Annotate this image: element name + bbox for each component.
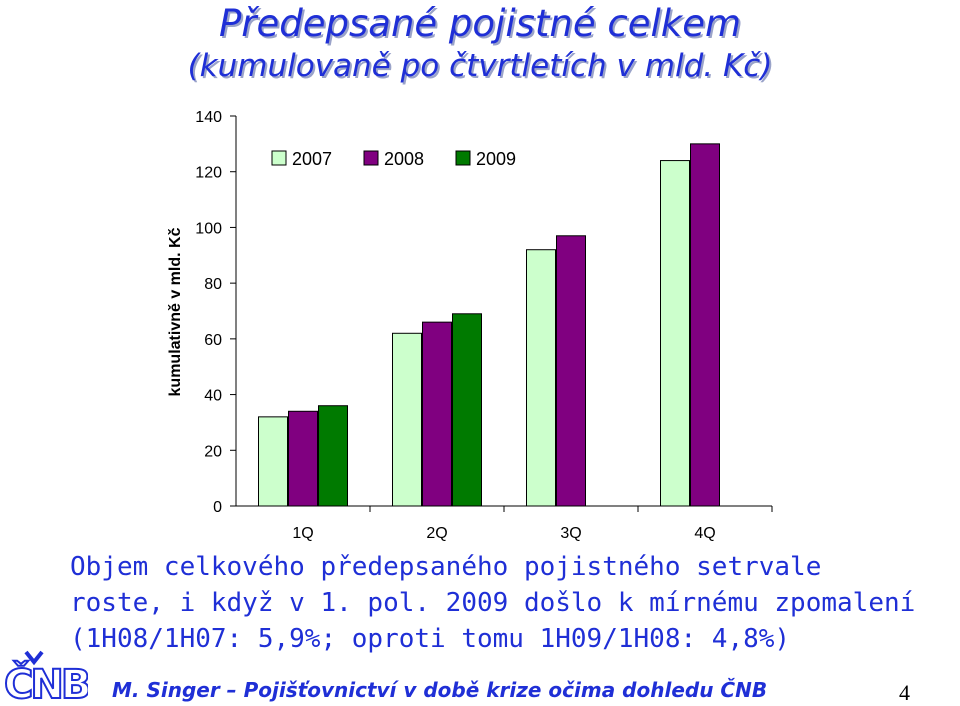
bar-2008-3Q (556, 235, 586, 507)
slide-subtitle: (kumulovaně po čtvrtletích v mld. Kč) (187, 48, 773, 84)
svg-text:ČNB: ČNB (4, 660, 88, 702)
y-tick-label: 60 (204, 332, 222, 349)
legend-label-2009: 2009 (476, 149, 516, 169)
bar-2009-2Q (452, 313, 482, 507)
y-tick-label: 40 (204, 388, 222, 405)
y-tick-label: 0 (213, 499, 222, 516)
y-tick-label: 120 (195, 165, 222, 182)
description-line-2: roste, i když v 1. pol. 2009 došlo k mír… (70, 588, 916, 618)
y-axis-label: kumulativně v mld. Kč (167, 227, 184, 396)
y-tick-label: 100 (195, 220, 222, 237)
x-tick-label: 2Q (426, 525, 447, 542)
bar-2007-4Q (660, 160, 690, 507)
legend-swatch-2007 (271, 150, 287, 166)
x-tick-label: 4Q (694, 525, 715, 542)
bar-2008-2Q (422, 321, 452, 507)
y-tick-label: 20 (204, 443, 222, 460)
legend-swatch-2009 (455, 150, 471, 166)
slide-title: Předepsané pojistné celkem (218, 2, 741, 45)
y-tick-label: 140 (195, 109, 222, 126)
bar-2007-3Q (526, 249, 556, 507)
legend-label-2008: 2008 (384, 149, 424, 169)
x-tick-label: 1Q (292, 525, 313, 542)
footer-text: M. Singer – Pojišťovnictví v době krize … (112, 678, 768, 702)
bar-2008-1Q (288, 410, 318, 507)
y-tick-label: 80 (204, 276, 222, 293)
description-text: Objem celkového předepsaného pojistného … (70, 549, 915, 657)
bar-2007-1Q (258, 416, 288, 507)
bar-2008-4Q (690, 143, 720, 507)
description-line-1: Objem celkového předepsaného pojistného … (70, 552, 822, 582)
cnb-logo: ČNB (3, 648, 93, 706)
bar-2007-2Q (392, 332, 422, 507)
bar-2009-1Q (318, 405, 348, 507)
legend-label-2007: 2007 (292, 149, 332, 169)
legend-swatch-2008 (363, 150, 379, 166)
page-number: 4 (899, 680, 910, 705)
x-tick-label: 3Q (560, 525, 581, 542)
description-line-3: (1H08/1H07: 5,9%; oproti tomu 1H09/1H08:… (70, 624, 791, 654)
